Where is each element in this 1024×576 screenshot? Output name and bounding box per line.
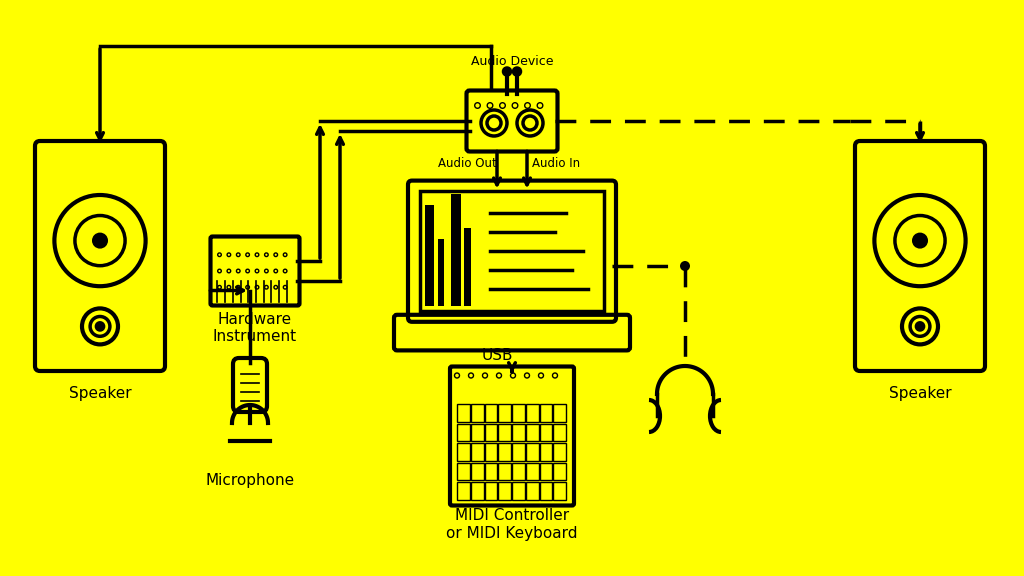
Bar: [525, 404, 539, 422]
Bar: [457, 404, 470, 422]
Bar: [457, 482, 470, 499]
Bar: [464, 228, 471, 306]
Text: Audio Out: Audio Out: [438, 157, 497, 169]
Bar: [499, 404, 511, 422]
Bar: [484, 424, 498, 441]
Circle shape: [96, 323, 103, 330]
Bar: [540, 463, 552, 480]
Bar: [540, 404, 552, 422]
Bar: [484, 404, 498, 422]
Bar: [553, 424, 566, 441]
Text: Audio In: Audio In: [532, 157, 581, 169]
Bar: [525, 443, 539, 461]
Bar: [471, 463, 483, 480]
Text: MIDI Controller
or MIDI Keyboard: MIDI Controller or MIDI Keyboard: [446, 509, 578, 541]
Bar: [525, 482, 539, 499]
Bar: [499, 424, 511, 441]
Bar: [471, 443, 483, 461]
Bar: [512, 482, 524, 499]
Bar: [553, 404, 566, 422]
Bar: [484, 463, 498, 480]
Bar: [438, 239, 444, 306]
Bar: [540, 443, 552, 461]
Bar: [420, 191, 604, 312]
Text: Speaker: Speaker: [889, 386, 951, 401]
Text: Microphone: Microphone: [206, 473, 295, 488]
Circle shape: [913, 234, 927, 247]
Text: Audio Device: Audio Device: [471, 55, 553, 68]
Bar: [512, 463, 524, 480]
Bar: [553, 463, 566, 480]
Bar: [512, 404, 524, 422]
Bar: [471, 482, 483, 499]
Circle shape: [916, 323, 924, 330]
Text: Hardware
Instrument: Hardware Instrument: [213, 312, 297, 344]
Bar: [471, 404, 483, 422]
Bar: [512, 443, 524, 461]
Bar: [484, 482, 498, 499]
Bar: [451, 194, 461, 306]
Bar: [471, 424, 483, 441]
Bar: [499, 463, 511, 480]
Bar: [484, 443, 498, 461]
Bar: [499, 443, 511, 461]
Bar: [525, 463, 539, 480]
Bar: [540, 424, 552, 441]
Circle shape: [513, 68, 520, 75]
Bar: [553, 443, 566, 461]
Text: Speaker: Speaker: [69, 386, 131, 401]
Circle shape: [680, 261, 690, 271]
Bar: [553, 482, 566, 499]
Bar: [525, 424, 539, 441]
Text: USB: USB: [481, 348, 513, 363]
Bar: [425, 206, 434, 306]
Bar: [512, 424, 524, 441]
Bar: [457, 424, 470, 441]
Bar: [457, 443, 470, 461]
Bar: [457, 463, 470, 480]
Bar: [499, 482, 511, 499]
Circle shape: [94, 234, 106, 247]
Circle shape: [504, 68, 511, 75]
Bar: [540, 482, 552, 499]
